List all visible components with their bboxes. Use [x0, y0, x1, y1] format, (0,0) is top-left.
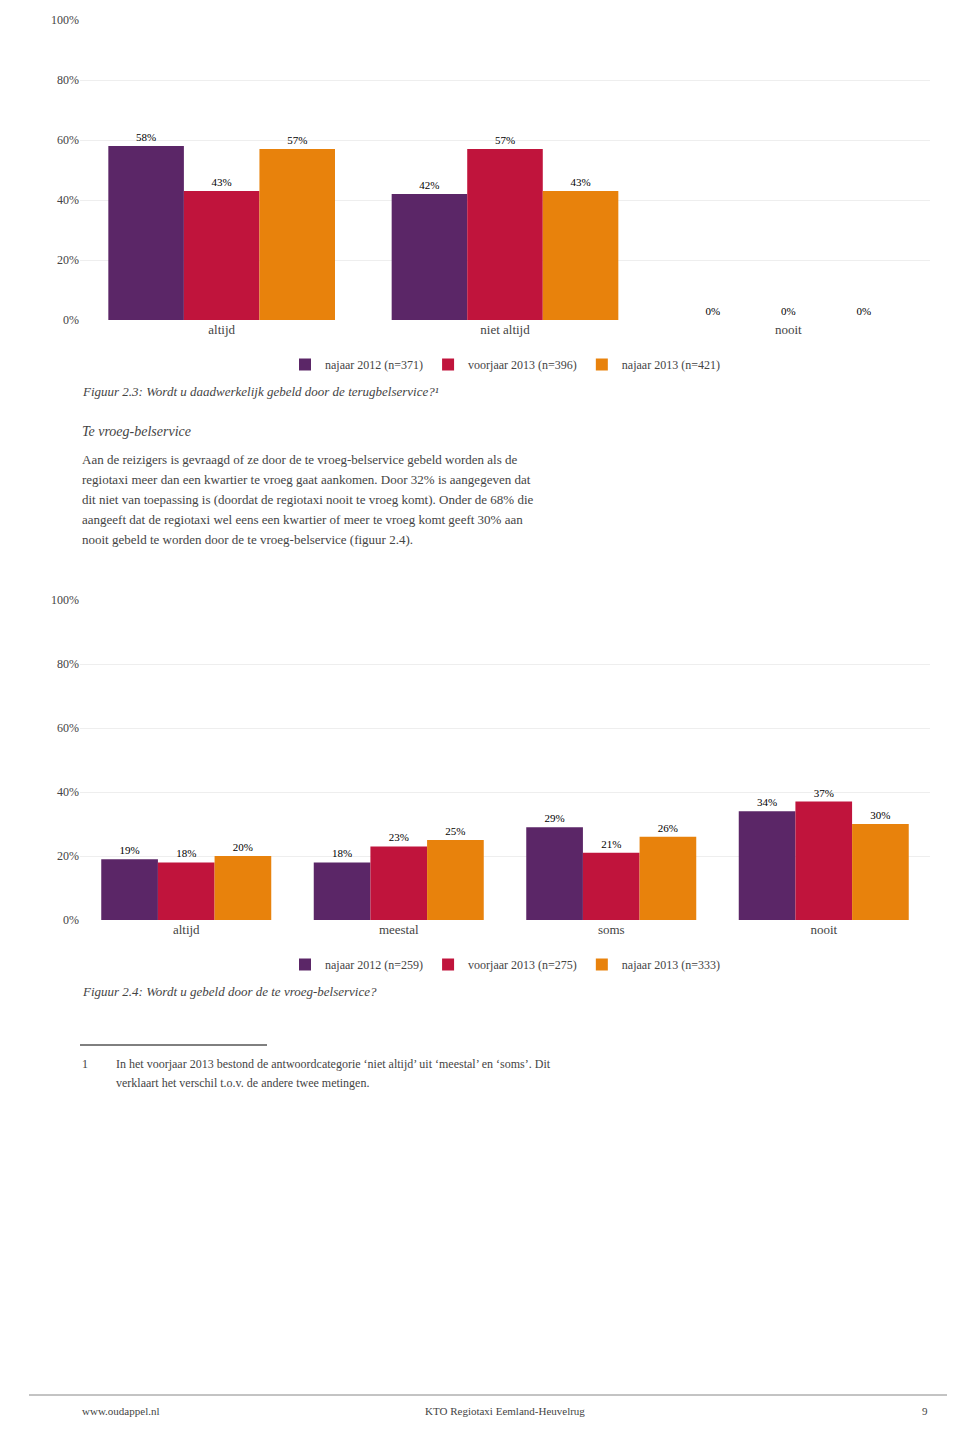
svg-text:20%: 20% [233, 841, 253, 853]
svg-text:58%: 58% [136, 131, 156, 143]
svg-text:Aan de reizigers is gevraagd o: Aan de reizigers is gevraagd of ze door … [82, 452, 518, 467]
svg-text:57%: 57% [495, 134, 515, 146]
svg-text:29%: 29% [544, 812, 564, 824]
svg-text:0%: 0% [781, 305, 796, 317]
svg-text:soms: soms [598, 922, 625, 937]
svg-text:43%: 43% [212, 176, 232, 188]
svg-text:40%: 40% [57, 785, 79, 799]
svg-text:Figuur 2.3: Wordt u daadwerkel: Figuur 2.3: Wordt u daadwerkelijk gebeld… [82, 384, 439, 399]
svg-text:www.oudappel.nl: www.oudappel.nl [82, 1405, 160, 1417]
svg-text:42%: 42% [419, 179, 439, 191]
svg-text:najaar 2013 (n=333): najaar 2013 (n=333) [622, 958, 720, 972]
svg-text:voorjaar 2013 (n=396): voorjaar 2013 (n=396) [468, 358, 577, 372]
svg-text:niet altijd: niet altijd [480, 322, 530, 337]
svg-text:meestal: meestal [379, 922, 419, 937]
svg-text:nooit: nooit [810, 922, 837, 937]
svg-text:Te vroeg-belservice: Te vroeg-belservice [82, 424, 191, 439]
svg-text:19%: 19% [119, 844, 139, 856]
svg-text:0%: 0% [63, 913, 79, 927]
svg-text:40%: 40% [57, 193, 79, 207]
svg-text:60%: 60% [57, 721, 79, 735]
svg-text:dit niet van toepassing is (do: dit niet van toepassing is (doordat de r… [82, 492, 534, 507]
svg-text:altijd: altijd [208, 322, 235, 337]
svg-text:najaar 2012 (n=259): najaar 2012 (n=259) [325, 958, 423, 972]
svg-text:voorjaar 2013 (n=275): voorjaar 2013 (n=275) [468, 958, 577, 972]
svg-text:aangeeft dat de regiotaxi wel: aangeeft dat de regiotaxi wel eens een k… [82, 512, 523, 527]
svg-text:23%: 23% [389, 831, 409, 843]
svg-text:regiotaxi meer dan een kwartie: regiotaxi meer dan een kwartier te vroeg… [82, 472, 531, 487]
svg-text:34%: 34% [757, 796, 777, 808]
svg-text:altijd: altijd [173, 922, 200, 937]
svg-text:57%: 57% [287, 134, 307, 146]
svg-text:verklaart het verschil t.o.v.: verklaart het verschil t.o.v. de andere … [116, 1076, 369, 1090]
svg-text:1: 1 [82, 1057, 88, 1071]
svg-text:najaar 2013 (n=421): najaar 2013 (n=421) [622, 358, 720, 372]
svg-text:0%: 0% [857, 305, 872, 317]
svg-text:21%: 21% [601, 838, 621, 850]
svg-text:80%: 80% [57, 657, 79, 671]
svg-text:20%: 20% [57, 253, 79, 267]
svg-text:18%: 18% [332, 847, 352, 859]
svg-text:nooit: nooit [775, 322, 802, 337]
svg-text:18%: 18% [176, 847, 196, 859]
svg-text:0%: 0% [705, 305, 720, 317]
svg-text:30%: 30% [870, 809, 890, 821]
svg-text:26%: 26% [658, 822, 678, 834]
svg-text:25%: 25% [445, 825, 465, 837]
svg-text:najaar 2012 (n=371): najaar 2012 (n=371) [325, 358, 423, 372]
svg-text:Figuur 2.4: Wordt u gebeld doo: Figuur 2.4: Wordt u gebeld door de te vr… [82, 984, 377, 999]
svg-text:60%: 60% [57, 133, 79, 147]
svg-text:100%: 100% [51, 13, 79, 27]
svg-text:37%: 37% [814, 787, 834, 799]
svg-text:KTO Regiotaxi Eemland-Heuvelru: KTO Regiotaxi Eemland-Heuvelrug [425, 1405, 585, 1417]
svg-text:80%: 80% [57, 73, 79, 87]
svg-text:9: 9 [922, 1405, 928, 1417]
svg-text:In het voorjaar 2013 bestond d: In het voorjaar 2013 bestond de antwoord… [116, 1057, 551, 1071]
svg-text:20%: 20% [57, 849, 79, 863]
svg-text:0%: 0% [63, 313, 79, 327]
svg-text:nooit gebeld te worden door de: nooit gebeld te worden door de te vroeg-… [82, 532, 413, 547]
svg-text:43%: 43% [570, 176, 590, 188]
svg-text:100%: 100% [51, 593, 79, 607]
